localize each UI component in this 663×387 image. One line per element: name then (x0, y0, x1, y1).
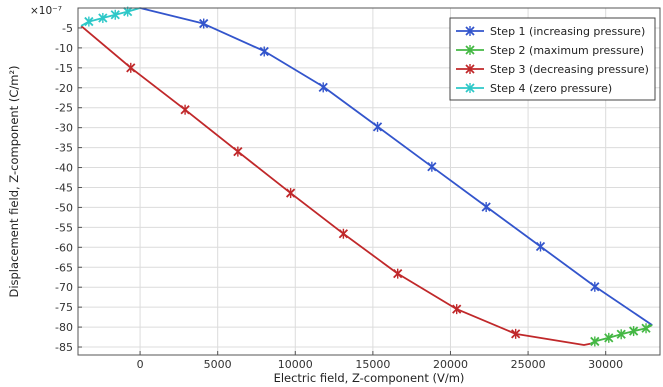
legend-item: Step 2 (maximum pressure) (456, 44, 644, 57)
data-point-marker (285, 188, 296, 199)
y-tick-label: -75 (55, 301, 73, 314)
x-tick-label: 30000 (588, 358, 623, 371)
y-axis-title: Displacement field, Z-component (C/m²) (7, 65, 21, 297)
x-tick-label: 15000 (355, 358, 390, 371)
x-tick-label: 10000 (278, 358, 313, 371)
x-tick-label: 25000 (511, 358, 546, 371)
series-4 (80, 6, 141, 27)
legend-label: Step 2 (maximum pressure) (490, 44, 644, 57)
data-point-marker (481, 202, 491, 213)
y-tick-label: -30 (55, 122, 73, 135)
y-tick-label: -45 (55, 181, 73, 194)
data-point-marker (628, 326, 639, 337)
plot-frame (77, 7, 661, 356)
data-point-marker (393, 268, 403, 279)
x-axis-title: Electric field, Z-component (V/m) (274, 371, 465, 385)
legend-label: Step 3 (decreasing pressure) (490, 63, 649, 76)
data-point-marker (535, 241, 546, 252)
y-multiplier-label: ×10⁻⁷ (30, 5, 62, 17)
data-point-marker (110, 9, 120, 20)
x-tick-label: 0 (137, 358, 144, 371)
legend-item: Step 3 (decreasing pressure) (456, 63, 649, 76)
y-tick-label: -15 (55, 62, 73, 75)
y-tick-label: -20 (55, 82, 73, 95)
data-point-marker (233, 146, 243, 157)
legend: Step 1 (increasing pressure) Step 2 (maxi… (449, 17, 656, 101)
series-1 (139, 7, 653, 326)
data-point-marker (84, 16, 94, 27)
y-tick-label: -65 (55, 261, 73, 274)
legend-label: Step 1 (increasing pressure) (490, 25, 645, 38)
legend-marker (465, 64, 475, 74)
data-point-marker (318, 82, 328, 93)
series-2 (589, 323, 653, 347)
series-line (139, 7, 653, 326)
grid (78, 8, 660, 355)
data-point-marker (199, 18, 209, 29)
legend-marker (465, 45, 475, 55)
legend-item: Step 4 (zero pressure) (456, 82, 612, 95)
data-point-marker (427, 161, 437, 172)
data-point-marker (452, 304, 462, 315)
y-tick-label: -10 (55, 42, 73, 55)
data-point-marker (338, 228, 349, 239)
series-3 (80, 25, 591, 346)
tick-labels: 0 5000 10000 15000 20000 25000 30000 -5 -10 -15 -2… (55, 22, 623, 371)
x-tick-label: 20000 (433, 358, 468, 371)
data-point-marker (604, 332, 614, 343)
y-tick-label: -70 (55, 281, 73, 294)
data-point-marker (372, 121, 383, 132)
data-point-marker (590, 281, 600, 292)
y-tick-label: -60 (55, 241, 73, 254)
data-point-marker (126, 62, 136, 73)
data-point-marker (180, 104, 190, 115)
y-tick-label: -5 (62, 22, 73, 35)
data-series (80, 6, 653, 347)
data-point-marker (641, 323, 651, 334)
legend-marker (465, 83, 475, 93)
y-tick-label: -35 (55, 142, 73, 155)
y-tick-label: -80 (55, 321, 73, 334)
x-tick-label: 5000 (204, 358, 232, 371)
data-point-marker (616, 329, 626, 340)
y-tick-label: -40 (55, 162, 73, 175)
data-point-marker (511, 328, 521, 339)
y-tick-label: -55 (55, 221, 73, 234)
legend-box (449, 17, 656, 101)
y-tick-label: -25 (55, 102, 73, 115)
y-tick-label: -85 (55, 341, 73, 354)
legend-item: Step 1 (increasing pressure) (456, 25, 645, 38)
legend-label: Step 4 (zero pressure) (490, 82, 612, 95)
legend-marker (465, 26, 475, 36)
data-point-marker (259, 46, 269, 57)
data-point-marker (590, 336, 600, 347)
data-point-marker (98, 12, 108, 23)
y-tick-label: -50 (55, 201, 73, 214)
